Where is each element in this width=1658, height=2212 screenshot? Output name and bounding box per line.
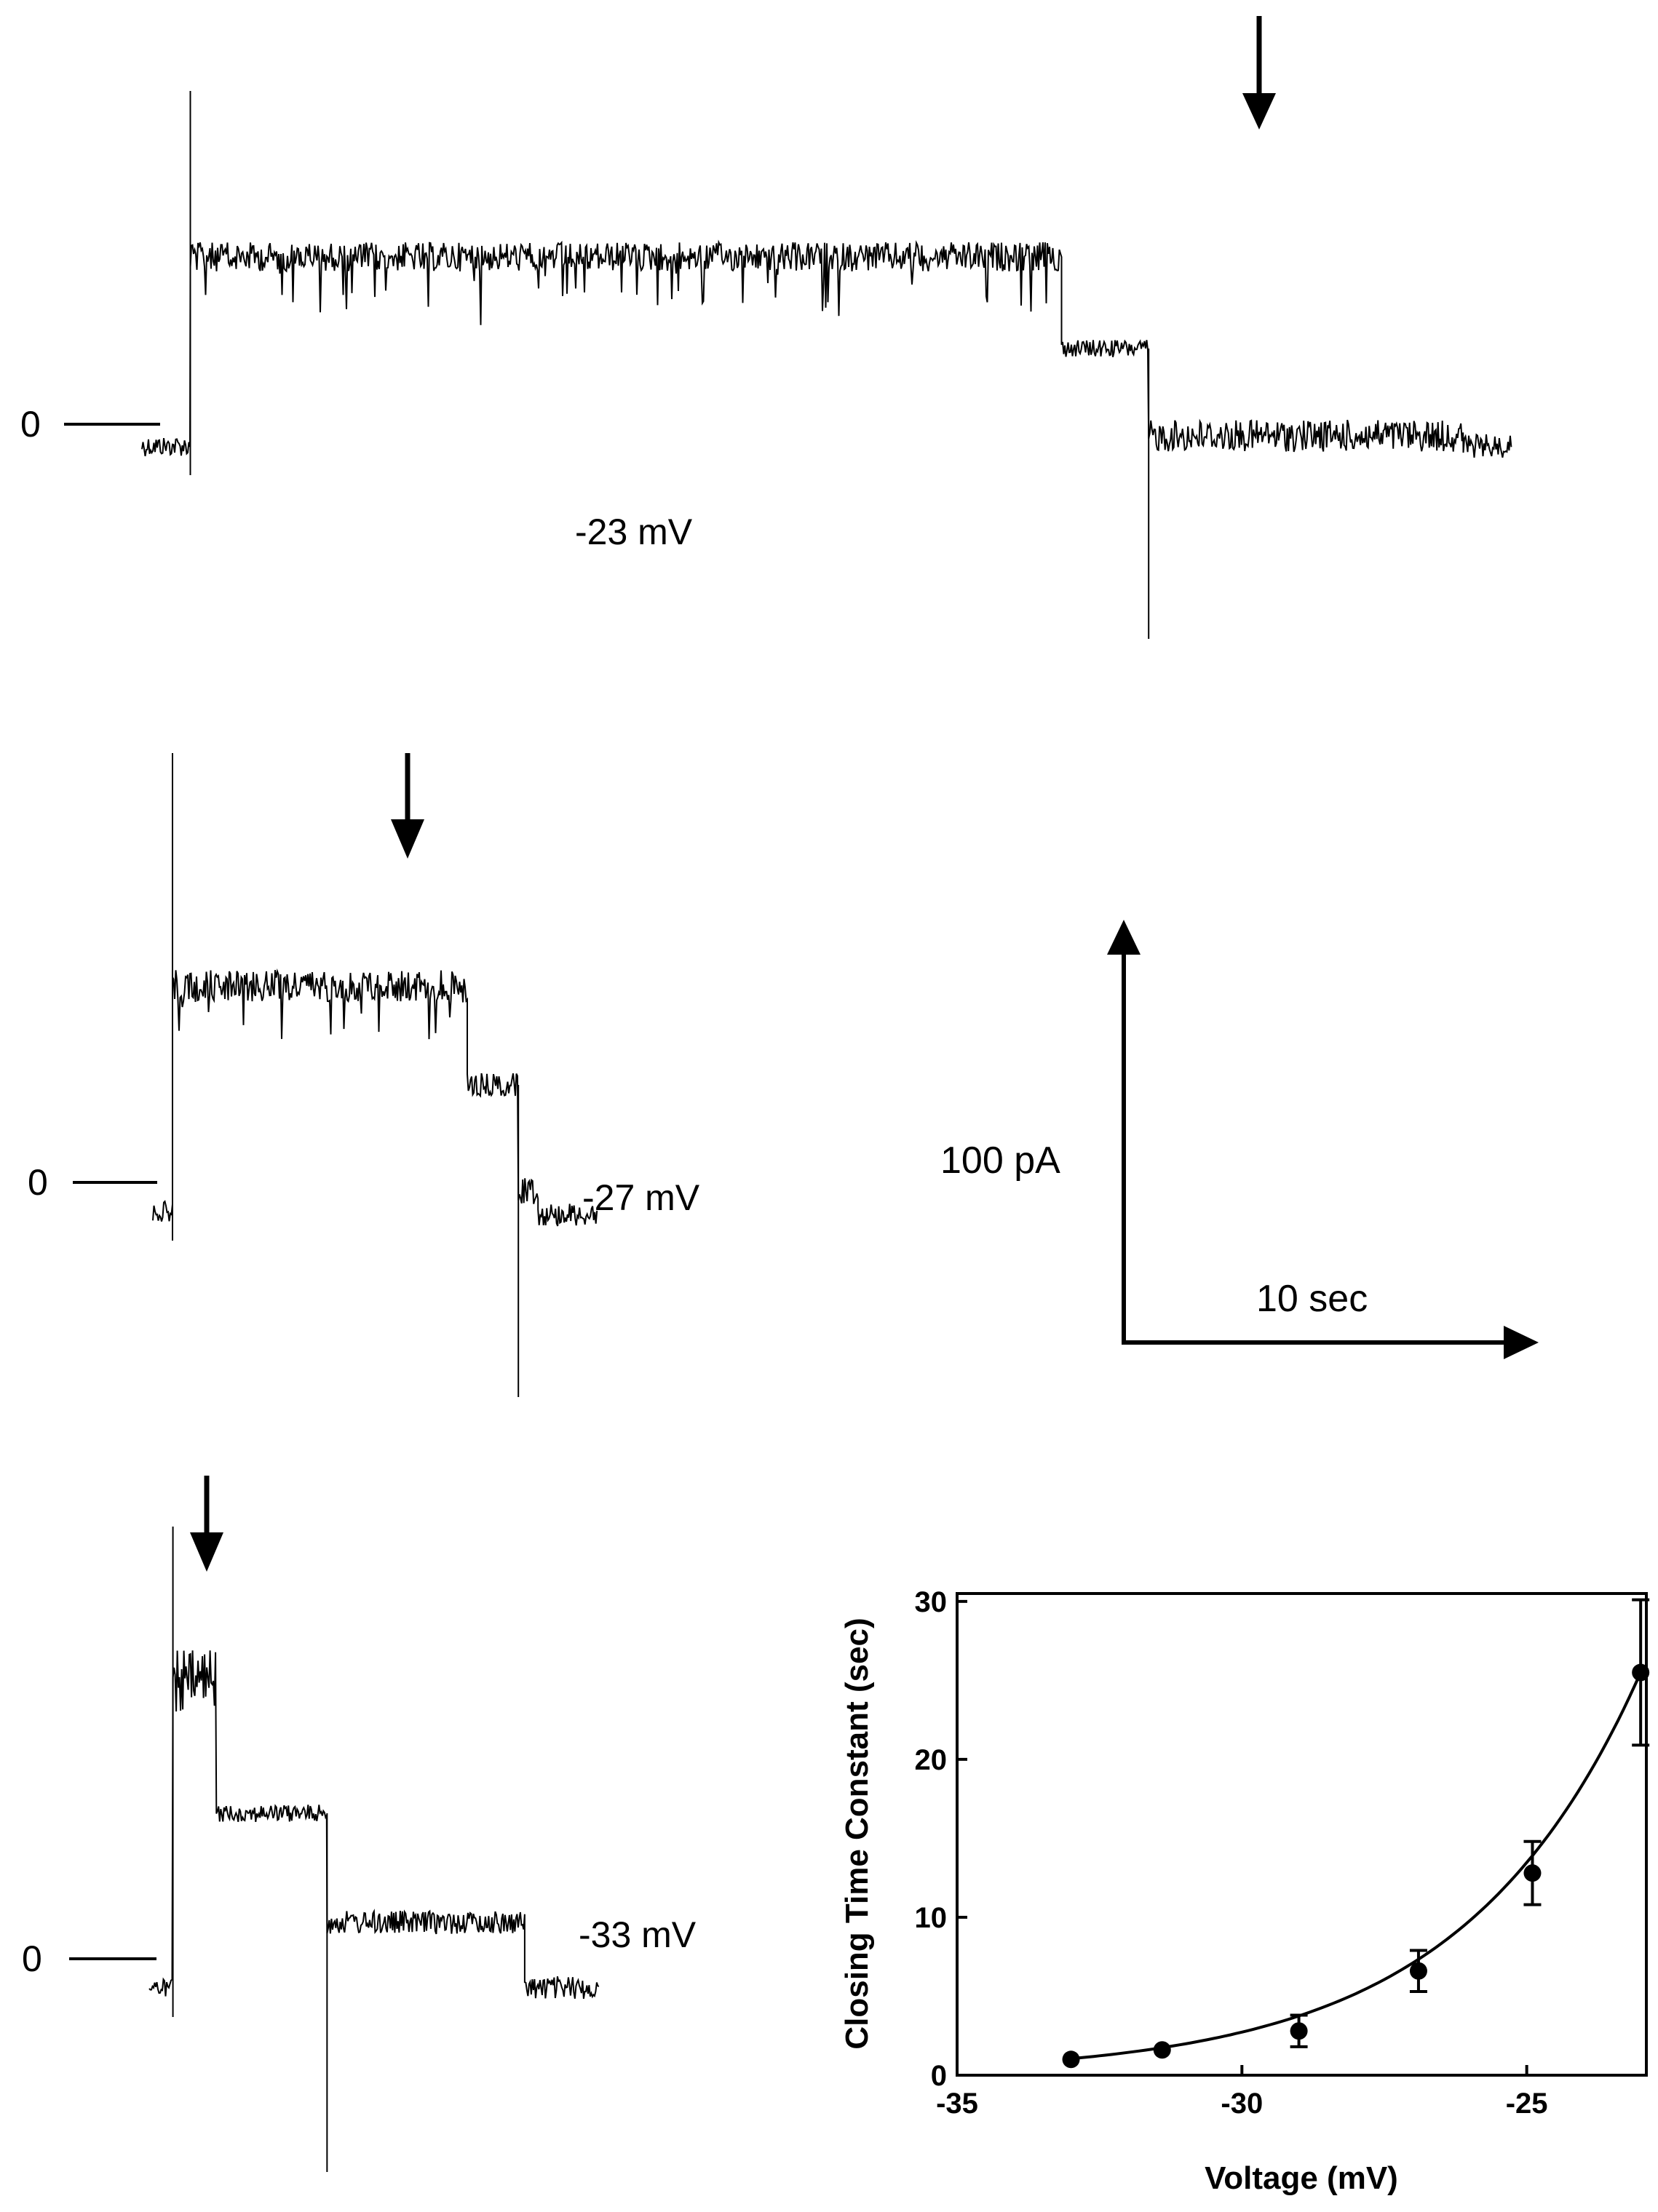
voltage-label-3: -33 mV xyxy=(579,1914,697,1955)
y-axis-title: Closing Time Constant (sec) xyxy=(839,1618,875,2049)
zero-label-3: 0 xyxy=(22,1938,42,1979)
y-tick-label: 20 xyxy=(915,1744,948,1776)
current-scale-label: 100 pA xyxy=(940,1139,1060,1182)
trace-panel-3: 0 -33 mV xyxy=(22,1476,697,2172)
arrow-right-icon xyxy=(1504,1326,1539,1359)
zero-label-2: 0 xyxy=(28,1162,48,1203)
x-tick-label: -25 xyxy=(1506,2088,1548,2120)
arrow-icon-3 xyxy=(190,1476,223,1572)
y-tick-label: 10 xyxy=(915,1902,948,1934)
data-point xyxy=(1409,1962,1427,1980)
arrow-icon-2 xyxy=(391,753,424,859)
voltage-label-1: -23 mV xyxy=(575,512,693,552)
voltage-label-2: -27 mV xyxy=(582,1177,700,1218)
arrow-icon-1 xyxy=(1242,16,1276,130)
x-axis-title: Voltage (mV) xyxy=(1205,2160,1398,2196)
trace-panel-1: 0 -23 mV xyxy=(20,16,1512,639)
zero-label-1: 0 xyxy=(20,404,41,445)
time-scale-label: 10 sec xyxy=(1256,1278,1368,1320)
current-trace-3 xyxy=(148,1650,600,2000)
data-point xyxy=(1062,2050,1080,2069)
data-point xyxy=(1523,1864,1542,1882)
closing-time-chart: -35 -30 -25 0 10 20 30 Voltage (mV) Closing Ti… xyxy=(839,1586,1650,2196)
data-points xyxy=(1062,1598,1650,2069)
y-tick-label: 30 xyxy=(915,1586,948,1618)
current-trace-2 xyxy=(152,968,598,1227)
trace-panel-2: 0 -27 mV xyxy=(28,753,700,1397)
y-tick-label: 0 xyxy=(931,2060,947,2092)
arrow-up-icon xyxy=(1107,920,1141,955)
data-point xyxy=(1153,2041,1171,2059)
current-trace-1 xyxy=(141,239,1512,458)
data-point xyxy=(1632,1663,1650,1682)
exponential-fit-curve xyxy=(1071,1671,1643,2061)
scale-bar: 100 pA 10 sec xyxy=(940,920,1539,1359)
plot-frame xyxy=(956,1592,1648,2077)
data-point xyxy=(1290,2022,1308,2040)
x-tick-label: -30 xyxy=(1221,2088,1263,2120)
x-tick-label: -35 xyxy=(936,2088,978,2120)
chart-axes: -35 -30 -25 0 10 20 30 xyxy=(915,1586,1548,2120)
